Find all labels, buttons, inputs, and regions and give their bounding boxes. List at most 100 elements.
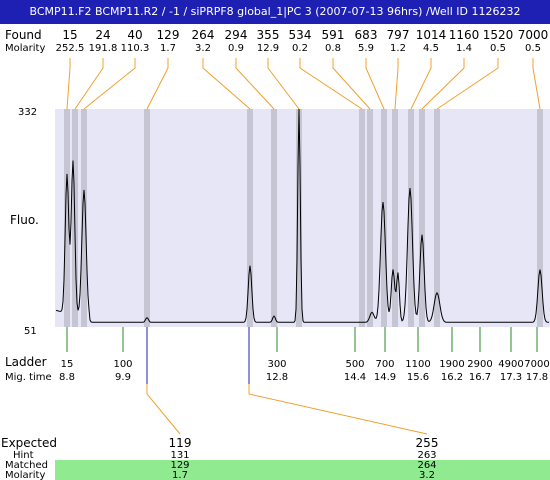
expected-label: Expected	[1, 436, 57, 450]
found-peak-size: 15	[62, 28, 77, 42]
ladder-mig-time: 16.2	[441, 372, 463, 383]
found-peak-molarity: 0.9	[228, 43, 244, 54]
mig-time-label: Mig. time	[5, 372, 52, 383]
ladder-mig-time: 9.9	[115, 372, 131, 383]
found-peak-size: 1160	[449, 28, 480, 42]
matched-size: 129	[170, 460, 189, 471]
ladder-size: 500	[345, 359, 364, 370]
found-peak-molarity: 1.7	[160, 43, 176, 54]
peak-band	[392, 109, 398, 327]
y-max-tick: 332	[18, 107, 37, 118]
ladder-mig-time: 17.3	[500, 372, 522, 383]
peak-connector	[66, 58, 71, 110]
ladder-size: 4900	[498, 359, 523, 370]
peak-connector	[235, 58, 275, 110]
ladder-mig-time: 17.8	[526, 372, 548, 383]
electropherogram-chart: 15252.524191.840110.31291.72643.22940.93…	[1, 28, 550, 480]
peak-connector	[267, 58, 300, 110]
found-peak-molarity: 191.8	[89, 43, 118, 54]
expected-size: 119	[169, 436, 192, 450]
peak-connector	[532, 58, 541, 110]
molarity-row-highlight	[55, 470, 550, 480]
hint-label: Hint	[13, 450, 34, 461]
peak-connector	[421, 58, 465, 110]
found-peak-molarity: 5.9	[358, 43, 374, 54]
peak-band	[247, 109, 253, 327]
ladder-mig-time: 16.7	[469, 372, 491, 383]
peak-band	[537, 109, 543, 327]
found-peak-molarity: 4.5	[423, 43, 439, 54]
peak-band	[359, 109, 365, 327]
ladder-size: 1900	[439, 359, 464, 370]
plot-area	[55, 109, 550, 327]
peak-band	[271, 109, 277, 327]
found-peak-molarity: 110.3	[121, 43, 150, 54]
found-peak-size: 591	[322, 28, 345, 42]
matched-size: 264	[417, 460, 436, 471]
found-peak-size: 40	[127, 28, 142, 42]
peak-connector	[202, 58, 251, 110]
found-peak-size: 7000	[518, 28, 549, 42]
y-min-tick: 51	[24, 326, 37, 337]
ladder-size: 700	[375, 359, 394, 370]
peak-band	[419, 109, 425, 327]
ladder-mig-time: 14.9	[374, 372, 396, 383]
peak-band	[296, 109, 302, 327]
found-peak-molarity: 252.5	[56, 43, 85, 54]
found-peak-molarity: 0.5	[525, 43, 541, 54]
expected-molarity: 3.2	[419, 470, 435, 480]
expected-connector	[248, 384, 428, 435]
ladder-size: 2900	[467, 359, 492, 370]
found-peak-molarity: 1.4	[456, 43, 472, 54]
molarity-label: Molarity	[5, 43, 45, 54]
found-peak-size: 294	[225, 28, 248, 42]
found-peak-size: 1014	[416, 28, 447, 42]
peak-connector	[299, 58, 363, 110]
expected-molarity: 1.7	[172, 470, 188, 480]
hint-size: 131	[170, 450, 189, 461]
expected-connector	[146, 384, 181, 435]
ladder-mig-time: 12.8	[266, 372, 288, 383]
peak-connector	[83, 58, 136, 110]
ladder-size: 300	[267, 359, 286, 370]
window-title: BCMP11.F2 BCMP11.R2 / -1 / siPRPF8 globa…	[0, 0, 550, 24]
found-peak-molarity: 0.8	[325, 43, 341, 54]
peak-band	[434, 109, 440, 327]
y-axis-label: Fluo.	[10, 213, 39, 227]
ladder-mig-time: 15.6	[407, 372, 429, 383]
found-peak-size: 129	[157, 28, 180, 42]
found-peak-molarity: 0.2	[292, 43, 308, 54]
expected-size: 255	[416, 436, 439, 450]
bottom-molarity-label: Molarity	[5, 470, 45, 480]
ladder-label: Ladder	[5, 355, 47, 369]
found-peak-size: 264	[192, 28, 215, 42]
peak-band	[144, 109, 150, 327]
found-peak-molarity: 12.9	[257, 43, 279, 54]
ladder-size: 1100	[405, 359, 430, 370]
peak-band	[81, 109, 87, 327]
ladder-size: 15	[61, 359, 74, 370]
peak-band	[408, 109, 414, 327]
ladder-mig-time: 8.8	[59, 372, 75, 383]
found-label: Found	[5, 28, 42, 42]
found-peak-molarity: 3.2	[195, 43, 211, 54]
peak-connector	[394, 58, 399, 110]
found-peak-molarity: 0.5	[490, 43, 506, 54]
found-peak-size: 355	[257, 28, 280, 42]
hint-size: 263	[417, 450, 436, 461]
peak-connector	[365, 58, 385, 110]
peak-band	[367, 109, 373, 327]
ladder-mig-time: 14.4	[344, 372, 366, 383]
ladder-size: 100	[113, 359, 132, 370]
found-peak-size: 1520	[483, 28, 514, 42]
found-peak-size: 683	[355, 28, 378, 42]
ladder-size: 7000	[524, 359, 549, 370]
found-peak-size: 534	[289, 28, 312, 42]
peak-connector	[332, 58, 371, 110]
peak-connector	[436, 58, 499, 110]
found-peak-molarity: 1.2	[390, 43, 406, 54]
fluorescence-trace	[55, 108, 549, 323]
peak-connector	[146, 58, 169, 110]
peak-band	[64, 109, 70, 327]
matched-row-highlight	[55, 460, 550, 470]
